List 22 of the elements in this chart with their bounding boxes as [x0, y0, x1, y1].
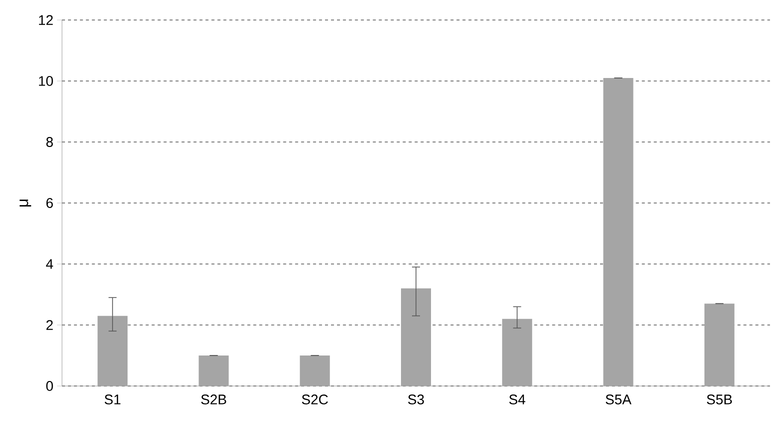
bar: [401, 288, 431, 386]
bar: [704, 304, 734, 386]
x-tick-label: S5A: [606, 394, 632, 404]
y-tick-label: 6: [46, 198, 53, 208]
y-tick-label: 4: [46, 259, 54, 269]
y-axis-title: μ: [20, 200, 32, 207]
x-tick-label: S2B: [201, 394, 226, 404]
y-tick-label: 2: [46, 320, 53, 330]
bar: [98, 316, 128, 386]
y-tick-label: 0: [46, 381, 53, 391]
bar: [198, 356, 229, 386]
x-tick-label: S1: [104, 394, 120, 404]
x-tick-label: S2C: [302, 394, 328, 404]
y-tick-label: 12: [39, 15, 53, 25]
bar: [502, 318, 532, 386]
bar: [603, 78, 634, 386]
x-tick-label: S3: [408, 394, 424, 404]
x-tick-label: S5B: [706, 394, 732, 404]
y-tick-label: 8: [46, 137, 53, 147]
y-tick-label: 10: [39, 76, 53, 86]
bar: [300, 356, 330, 386]
x-tick-label: S4: [509, 394, 526, 404]
